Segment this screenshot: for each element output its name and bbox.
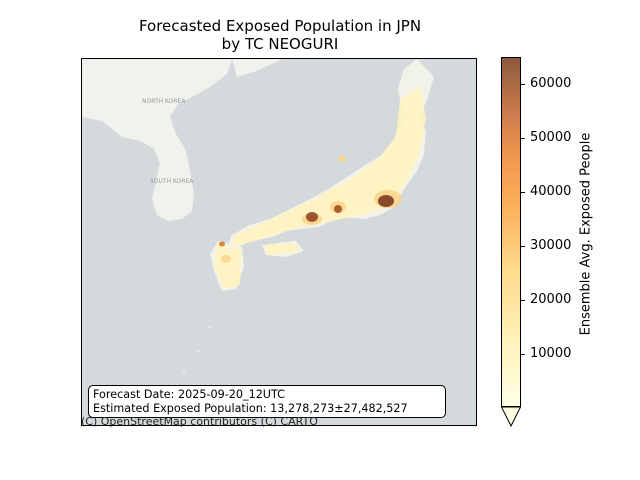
exposure-hotspots [219, 195, 394, 247]
exposure-low-band [214, 87, 426, 289]
forecast-info-box: Forecast Date: 2025-09-20_12UTC Estimate… [88, 385, 446, 418]
chart-title-line2: by TC NEOGURI [221, 35, 339, 53]
basemap-label-south-korea: SOUTH KOREA [150, 178, 194, 185]
forecast-date: Forecast Date: 2025-09-20_12UTC [93, 388, 285, 401]
colorbar-tick-50000: 50000 [530, 130, 572, 145]
map-panel[interactable]: NORTH KOREA SOUTH KOREA [81, 58, 477, 426]
colorbar-tick-40000: 40000 [530, 184, 572, 199]
colorbar-tick-20000: 20000 [530, 292, 572, 307]
colorbar-tick-60000: 60000 [530, 76, 572, 91]
colorbar-tick-10000: 10000 [530, 346, 572, 361]
north-coast [232, 59, 282, 77]
colorbar-gradient [501, 57, 521, 407]
basemap-label-north-korea: NORTH KOREA [142, 98, 186, 105]
colorbar-extend-triangle [501, 406, 521, 427]
korean-peninsula [82, 59, 233, 222]
colorbar-label: Ensemble Avg. Exposed People [578, 132, 594, 336]
map-attribution: (C) OpenStreetMap contributors (C) CARTO [81, 415, 318, 428]
colorbar-tick-30000: 30000 [530, 238, 572, 253]
basemap: NORTH KOREA SOUTH KOREA [82, 59, 434, 387]
colorbar [501, 57, 521, 427]
estimated-exposed-population: Estimated Exposed Population: 13,278,273… [93, 402, 408, 415]
honshu [226, 117, 426, 249]
chart-title-line1: Forecasted Exposed Population in JPN [138, 17, 422, 35]
